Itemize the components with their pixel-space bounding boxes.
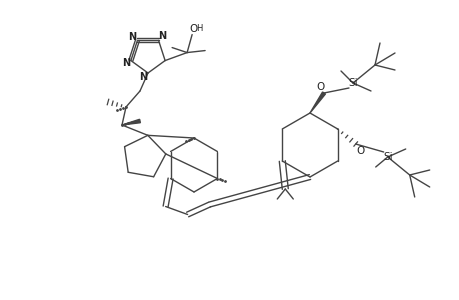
Text: N: N	[158, 32, 166, 41]
Text: O: O	[316, 82, 325, 92]
Text: Si: Si	[382, 152, 392, 162]
Text: N: N	[122, 58, 129, 68]
Text: N: N	[139, 72, 147, 82]
Polygon shape	[122, 119, 140, 125]
Text: N: N	[128, 32, 136, 42]
Text: H: H	[196, 24, 202, 33]
Text: O: O	[189, 24, 197, 34]
Text: Si: Si	[347, 78, 357, 88]
Polygon shape	[309, 92, 325, 113]
Text: O: O	[356, 146, 364, 156]
